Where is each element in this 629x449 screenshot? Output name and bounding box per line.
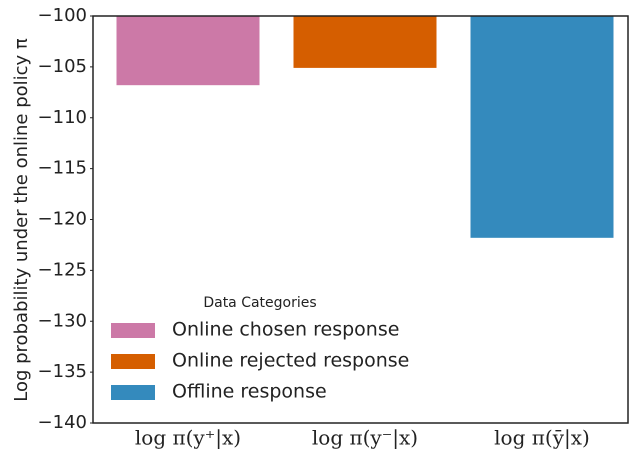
- bar: [116, 16, 260, 86]
- y-tick-label: −135: [38, 361, 87, 382]
- y-tick-label: −120: [38, 209, 87, 230]
- y-tick-label: −140: [38, 412, 87, 433]
- legend-swatch: [111, 354, 155, 369]
- x-tick-label: log π(y⁺|x): [135, 426, 241, 449]
- bar: [293, 16, 437, 68]
- y-tick-label: −100: [38, 5, 87, 26]
- legend-label: Online chosen response: [172, 319, 399, 341]
- legend-label: Online rejected response: [172, 350, 409, 372]
- legend-swatch: [111, 323, 155, 338]
- plot-frame: [92, 15, 629, 424]
- x-tick-label: log π(ȳ|x): [494, 426, 590, 449]
- bar: [470, 16, 614, 238]
- y-tick-label: −105: [38, 56, 87, 77]
- y-tick-label: −125: [38, 259, 87, 280]
- legend-title: Data Categories: [203, 295, 316, 311]
- y-tick-label: −110: [38, 107, 87, 128]
- legend-label: Offline response: [172, 381, 327, 403]
- legend-swatch: [111, 385, 155, 400]
- y-axis-label: Log probability under the online policy …: [11, 38, 32, 402]
- y-tick-label: −115: [38, 158, 87, 179]
- y-tick-label: −130: [38, 310, 87, 331]
- x-tick-label: log π(y⁻|x): [312, 426, 418, 449]
